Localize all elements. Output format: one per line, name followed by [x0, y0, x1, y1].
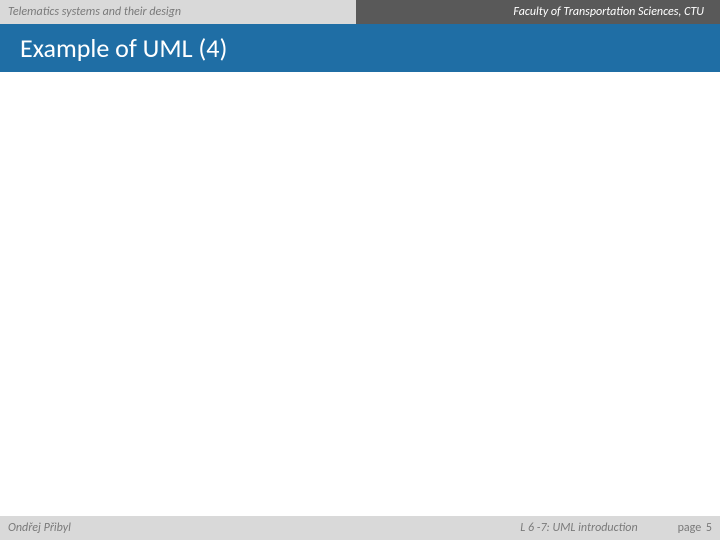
slide-body [0, 72, 720, 516]
page-number: 5 [706, 521, 712, 535]
slide: Telematics systems and their design Facu… [0, 0, 720, 540]
slide-title: Example of UML (4) [20, 32, 227, 64]
footer-page: page 5 [678, 521, 720, 535]
page-label: page [678, 521, 702, 535]
course-name: Telematics systems and their design [0, 0, 356, 24]
footer-lecture: L 6 -7: UML introduction [323, 521, 678, 535]
footer-author: Ondřej Přibyl [0, 521, 323, 535]
faculty-name: Faculty of Transportation Sciences, CTU [356, 0, 720, 24]
top-bar: Telematics systems and their design Facu… [0, 0, 720, 24]
footer-bar: Ondřej Přibyl L 6 -7: UML introduction p… [0, 516, 720, 540]
title-bar: Example of UML (4) [0, 24, 720, 72]
